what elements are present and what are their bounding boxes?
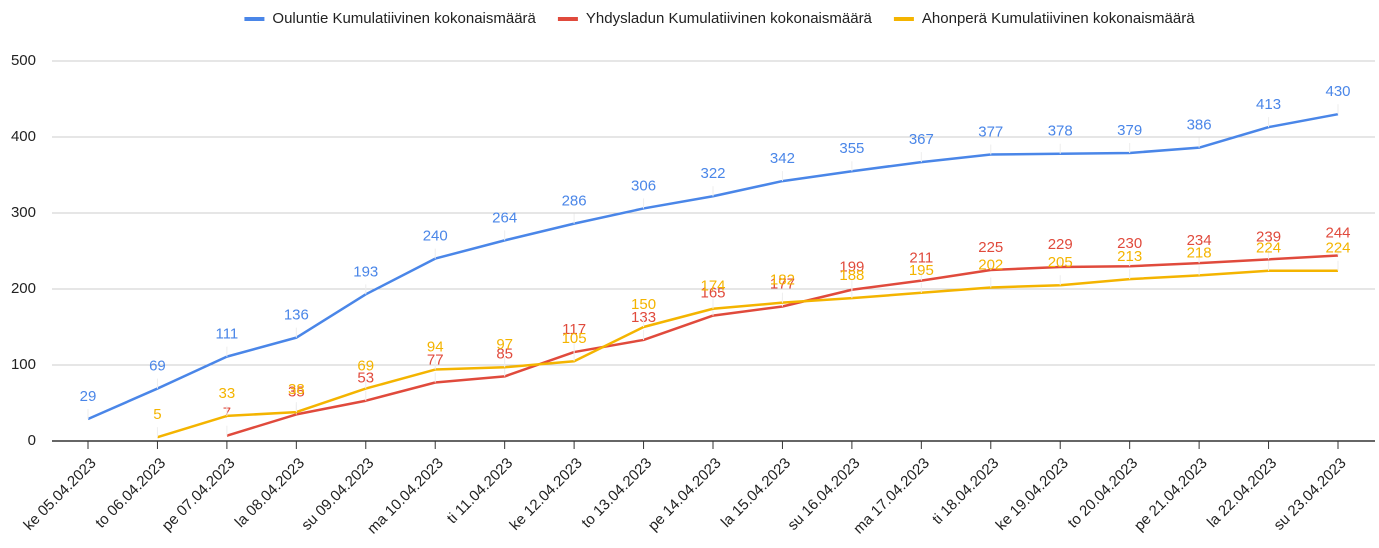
data-label: 224 [1325,240,1350,257]
x-tick-label: ti 18.04.2023 [929,455,1002,528]
legend: Ouluntie Kumulatiivinen kokonaismäärä Yhd… [244,10,1195,27]
data-label: 85 [496,345,513,362]
data-label: 306 [631,177,656,194]
data-label: 33 [219,385,236,402]
data-label: 94 [427,339,444,356]
data-label: 205 [1048,254,1073,271]
x-tick-label: ke 19.04.2023 [993,455,1072,534]
data-label: 244 [1325,225,1350,242]
data-label: 195 [909,262,934,279]
data-label: 69 [149,358,166,375]
data-label: 413 [1256,96,1281,113]
data-label: 202 [978,256,1003,273]
data-label: 286 [562,193,587,210]
data-label: 199 [839,259,864,276]
data-label: 5 [153,406,161,423]
x-tick-label: pe 21.04.2023 [1131,455,1211,535]
data-label: 38 [288,381,305,398]
x-tick-label: su 16.04.2023 [784,455,863,534]
y-tick-label: 200 [11,280,36,297]
data-label: 213 [1117,248,1142,265]
data-label: 97 [496,336,513,353]
legend-label: Ouluntie Kumulatiivinen kokonaismäärä [272,10,536,27]
data-label: 193 [353,263,378,280]
data-label: 177 [770,275,795,292]
x-tick-label: pe 14.04.2023 [645,455,725,535]
x-tick-label: to 06.04.2023 [92,455,169,532]
data-label: 150 [631,296,656,313]
y-tick-label: 400 [11,128,36,145]
data-label: 378 [1048,123,1073,140]
y-tick-label: 100 [11,356,36,373]
data-label: 377 [978,123,1003,140]
x-tick-label: su 09.04.2023 [298,455,377,534]
data-label: 218 [1187,244,1212,261]
legend-label: Ahonperä Kumulatiivinen kokonaismäärä [922,10,1195,27]
data-label: 35 [288,383,305,400]
data-label: 165 [700,285,725,302]
data-label: 322 [700,165,725,182]
x-tick-label: ke 12.04.2023 [506,455,585,534]
x-tick-label: to 20.04.2023 [1064,455,1141,532]
data-label: 29 [80,388,97,405]
data-label: 234 [1187,232,1212,249]
x-tick-label: pe 07.04.2023 [159,455,239,535]
data-label: 53 [357,370,374,387]
data-label: 230 [1117,235,1142,252]
x-tick-label: la 15.04.2023 [718,455,794,531]
series-line [87,112,1339,421]
legend-label: Yhdysladun Kumulatiivinen kokonaismäärä [586,10,873,27]
x-tick-label: ke 05.04.2023 [20,455,99,534]
data-label: 430 [1325,83,1350,100]
data-label: 229 [1048,236,1073,253]
data-label: 355 [839,140,864,157]
x-tick-label: su 23.04.2023 [1270,455,1349,534]
series-line [157,269,1338,439]
data-label: 379 [1117,122,1142,139]
data-label: 111 [215,326,238,343]
x-tick-label: ti 11.04.2023 [444,455,517,528]
data-label: 188 [839,267,864,284]
data-label: 117 [562,321,586,338]
y-tick-label: 500 [11,52,36,69]
data-label: 239 [1256,228,1281,245]
data-label: 105 [562,330,587,347]
data-label: 225 [978,239,1003,256]
data-label: 136 [284,307,309,324]
x-tick-label: to 13.04.2023 [578,455,655,532]
data-label: 240 [423,228,448,245]
data-label: 367 [909,131,934,148]
data-label: 69 [357,358,374,375]
data-label: 342 [770,150,795,167]
data-label: 211 [909,250,933,267]
y-tick-label: 0 [28,432,36,449]
data-label: 386 [1187,117,1212,134]
data-label: 182 [770,272,795,289]
data-label: 174 [700,278,725,295]
y-tick-label: 300 [11,204,36,221]
x-tick-label: la 08.04.2023 [232,455,308,531]
x-tick-label: la 22.04.2023 [1204,455,1280,531]
data-label: 224 [1256,240,1281,257]
data-label: 264 [492,209,517,226]
